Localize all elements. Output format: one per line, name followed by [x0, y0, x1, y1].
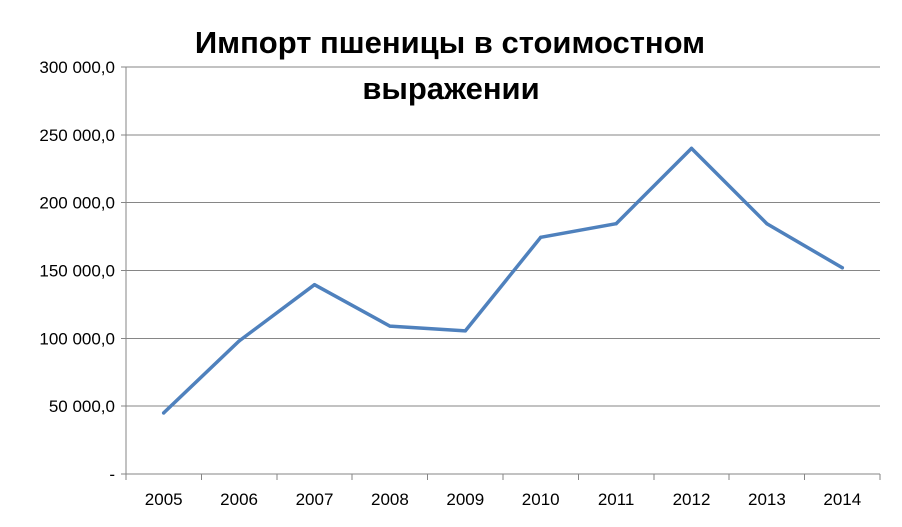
chart-title-line-2: выражении	[362, 71, 539, 106]
data-point	[539, 235, 543, 239]
y-tick-labels: - 50 000,0 100 000,0 150 000,0 200 000,0 250 …	[39, 58, 115, 484]
chart-title-line-1: Импорт пшеницы в стоимостном	[195, 25, 705, 60]
data-point	[689, 146, 694, 150]
y-tick-label: 300 000,0	[39, 58, 115, 77]
y-tick-label: 200 000,0	[39, 194, 115, 213]
data-point	[162, 411, 166, 415]
x-tick-labels: 2005 2006 2007 2008 2009 2010 2011 2012 2013 2014	[145, 490, 861, 509]
x-tick-label: 2010	[522, 490, 560, 509]
data-point	[388, 324, 392, 328]
x-tick-label: 2011	[598, 490, 635, 509]
x-tick-label: 2013	[748, 490, 786, 509]
x-tick-label: 2007	[296, 490, 334, 509]
data-point	[312, 283, 317, 287]
x-tick-label: 2014	[823, 490, 861, 509]
x-tick-label: 2006	[220, 490, 258, 509]
data-point	[614, 222, 618, 226]
x-tick-label: 2012	[673, 490, 711, 509]
y-tick-label: 100 000,0	[39, 329, 115, 348]
series	[161, 146, 845, 415]
data-point	[765, 222, 769, 226]
data-point	[840, 266, 844, 270]
series-line	[161, 146, 845, 415]
y-tick-label: 250 000,0	[39, 126, 115, 145]
y-tick-label: -	[109, 465, 115, 484]
axes	[121, 66, 881, 480]
y-tick-label: 150 000,0	[39, 262, 115, 281]
data-point	[237, 339, 241, 343]
gridlines	[126, 66, 880, 407]
data-point	[463, 329, 467, 333]
x-tick-label: 2005	[145, 490, 183, 509]
x-tick-label: 2009	[446, 490, 484, 509]
y-tick-label: 50 000,0	[49, 397, 115, 416]
x-tick-label: 2008	[371, 490, 409, 509]
